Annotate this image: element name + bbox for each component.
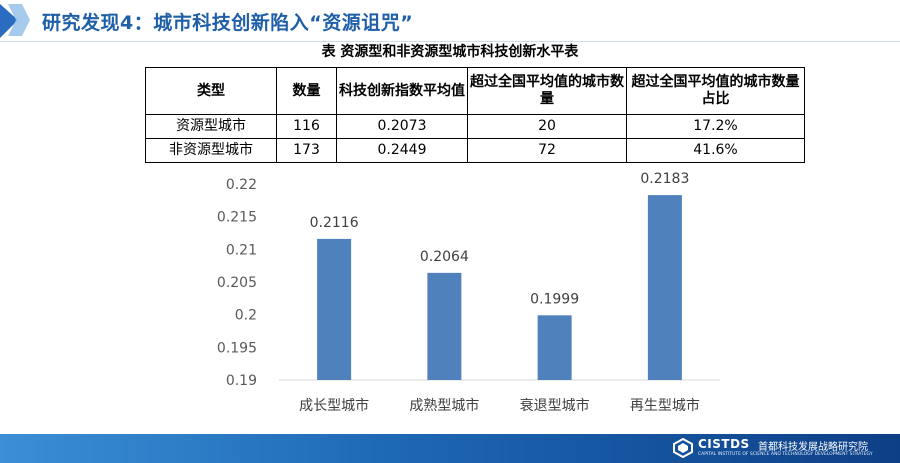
y-tick-label: 0.2 <box>235 308 257 324</box>
x-category-label: 衰退型城市 <box>520 397 590 414</box>
table-cell: 72 <box>467 138 627 163</box>
bar <box>317 238 352 380</box>
org-name: 首都科技发展战略研究院 <box>758 442 868 453</box>
bar-value-label: 0.2116 <box>310 215 359 231</box>
resource-city-table: 类型 数量 科技创新指数平均值 超过全国平均值的城市数量 超过全国平均值的城市数… <box>145 67 805 163</box>
table-cell: 非资源型城市 <box>145 138 277 163</box>
table-cell: 41.6% <box>626 138 805 163</box>
y-tick-label: 0.195 <box>217 340 257 356</box>
bar-value-label: 0.2064 <box>420 249 469 265</box>
table-row: 非资源型城市 173 0.2449 72 41.6% <box>145 138 805 163</box>
bar-chart: 0.22 0.215 0.21 0.205 0.2 0.195 0.19 0.2116 成长型城… <box>217 171 720 414</box>
slide-header: 研究发现4：城市科技创新陷入“资源诅咒” <box>0 0 900 44</box>
y-tick-label: 0.215 <box>217 210 257 226</box>
table-header-row: 类型 数量 科技创新指数平均值 超过全国平均值的城市数量 超过全国平均值的城市数… <box>145 67 805 115</box>
bar <box>537 315 572 380</box>
table-cell: 173 <box>276 138 337 163</box>
slide-footer: CISTDS 首都科技发展战略研究院 CAPITAL INSTITUTE OF … <box>0 434 900 463</box>
column-header-type: 类型 <box>145 67 277 115</box>
y-tick-label: 0.22 <box>226 177 257 193</box>
chevron-decoration-icon <box>0 4 30 38</box>
bar-value-label: 0.2183 <box>640 171 689 187</box>
x-category-label: 成长型城市 <box>299 397 369 414</box>
table-caption: 表 资源型和非资源型城市科技创新水平表 <box>321 44 579 60</box>
org-name-en: CAPITAL INSTITUTE OF SCIENCE AND TECHNOL… <box>698 452 873 457</box>
cistds-logo-icon <box>673 438 693 458</box>
column-header-count: 数量 <box>276 67 337 115</box>
column-header-above-avg-count: 超过全国平均值的城市数量 <box>467 67 627 115</box>
table-cell: 17.2% <box>626 114 805 139</box>
x-category-label: 成熟型城市 <box>409 397 479 414</box>
column-header-index-avg: 科技创新指数平均值 <box>336 67 468 115</box>
header-divider <box>0 41 900 42</box>
table-cell: 116 <box>276 114 337 139</box>
bar <box>647 195 682 380</box>
table-cell: 0.2073 <box>336 114 468 139</box>
x-category-label: 再生型城市 <box>630 397 700 414</box>
logo-text: CISTDS <box>698 437 750 451</box>
column-header-above-avg-share: 超过全国平均值的城市数量占比 <box>626 67 805 115</box>
table-cell: 资源型城市 <box>145 114 277 139</box>
table-cell: 0.2449 <box>336 138 468 163</box>
table-row: 资源型城市 116 0.2073 20 17.2% <box>145 114 805 139</box>
y-tick-label: 0.205 <box>217 275 257 291</box>
y-tick-label: 0.21 <box>226 242 257 258</box>
table-cell: 20 <box>467 114 627 139</box>
slide-title: 研究发现4：城市科技创新陷入“资源诅咒” <box>42 12 414 34</box>
y-tick-label: 0.19 <box>226 373 257 389</box>
bar <box>427 272 462 380</box>
bar-value-label: 0.1999 <box>530 291 579 307</box>
